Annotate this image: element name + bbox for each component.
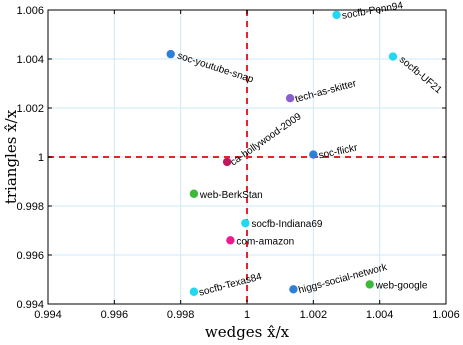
y-tick-label: 0.994 <box>16 299 44 311</box>
x-tick-label: 1 <box>244 309 250 321</box>
data-point-label: socfb-UF21 <box>397 54 444 96</box>
data-point-label: web-BerkStan <box>199 190 263 201</box>
data-point-label: ca-hollywood-2009 <box>229 111 304 168</box>
y-tick-label: 1 <box>38 152 44 164</box>
data-point <box>222 157 232 167</box>
data-point <box>226 236 235 245</box>
data-point-label: web-google <box>375 280 428 291</box>
data-point-label: soc-youtube-snap <box>176 50 255 85</box>
y-tick-label: 0.998 <box>16 201 44 213</box>
data-point <box>289 285 298 294</box>
y-axis-label: triangles x̂/x <box>2 109 20 204</box>
data-point-label: com-amazon <box>236 236 294 247</box>
data-point <box>285 94 295 103</box>
data-points: socfb-Penn94 soc-youtube-snap socfb-UF21 te… <box>166 0 444 299</box>
data-point <box>332 10 341 20</box>
y-tick-label: 0.996 <box>16 250 44 262</box>
y-axis-ticks: 0.994 0.996 0.998 1 1.002 1.004 1.006 <box>16 5 446 311</box>
y-tick-label: 1.006 <box>16 5 44 17</box>
x-tick-label: 1.002 <box>300 309 328 321</box>
x-axis-ticks: 0.994 0.996 0.998 1 1.002 1.004 1.006 <box>34 10 460 321</box>
data-point <box>309 150 318 159</box>
data-point <box>365 280 374 289</box>
data-point-label: socfb-Texas84 <box>198 271 264 298</box>
data-point-label: soc-flickr <box>318 142 360 161</box>
data-point-label: socfb-Penn94 <box>341 0 404 22</box>
data-point <box>388 52 398 61</box>
data-point <box>189 189 199 198</box>
data-point <box>241 218 250 228</box>
x-tick-label: 0.996 <box>101 309 129 321</box>
data-point <box>189 287 199 296</box>
x-tick-label: 1.004 <box>366 309 394 321</box>
data-point-label: socfb-Indiana69 <box>251 219 323 230</box>
data-point <box>166 49 175 59</box>
reference-lines <box>48 10 446 304</box>
y-tick-label: 1.002 <box>16 103 44 115</box>
y-tick-label: 1.004 <box>16 54 44 66</box>
x-tick-label: 0.994 <box>34 309 62 321</box>
x-axis-label: wedges x̂/x <box>205 323 290 341</box>
data-point-label: tech-as-skitter <box>294 78 358 105</box>
x-tick-label: 1.006 <box>432 309 460 321</box>
x-tick-label: 0.998 <box>167 309 195 321</box>
